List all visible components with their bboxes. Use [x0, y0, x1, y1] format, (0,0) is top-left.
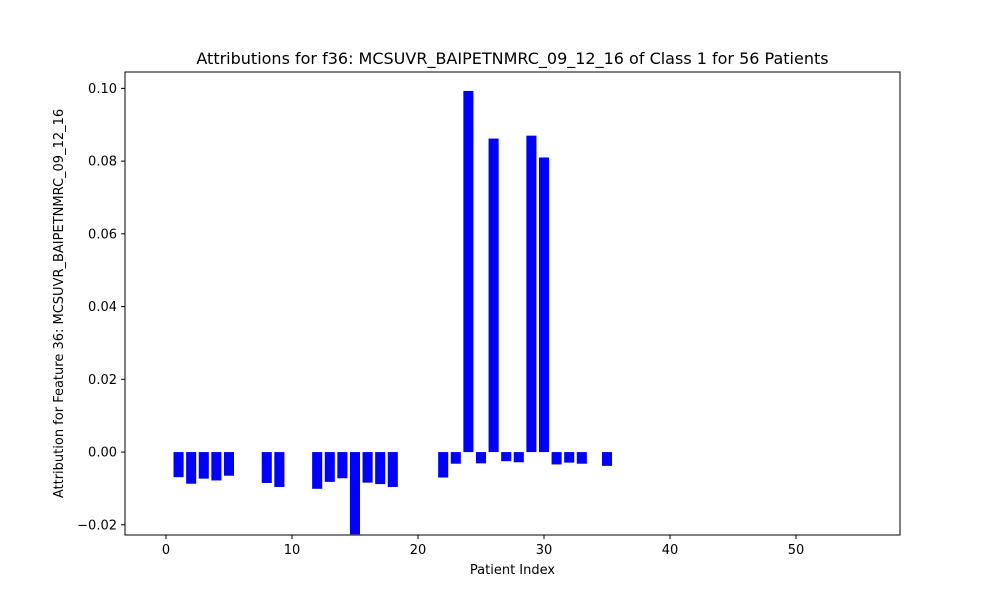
plot-frame	[124, 71, 901, 536]
x-tick-label: 10	[284, 543, 301, 558]
bar	[387, 452, 398, 487]
y-axis: −0.02 0.00 0.02 0.04 0.06 0.08 0.10	[77, 82, 125, 533]
y-tick-label: 0.08	[88, 155, 117, 170]
bar	[198, 452, 209, 479]
bar	[375, 452, 386, 485]
x-tick-label: 30	[536, 543, 553, 558]
bar	[513, 452, 524, 463]
bar	[173, 452, 184, 478]
bar	[261, 452, 272, 483]
bar	[186, 452, 197, 484]
y-axis-title: Attribution for Feature 36: MCSUVR_BAIPE…	[52, 109, 67, 498]
bar	[349, 452, 361, 535]
x-tick-label: 20	[410, 543, 427, 558]
x-tick-label: 40	[662, 543, 679, 558]
y-tick-label: 0.06	[88, 227, 117, 242]
bar	[450, 452, 461, 464]
bar	[274, 452, 285, 487]
y-tick-label: 0.02	[88, 373, 117, 388]
bar	[463, 90, 474, 453]
bar	[501, 452, 512, 462]
bar	[551, 452, 562, 465]
y-tick-label: 0.04	[88, 300, 117, 315]
y-tick-label: 0.10	[88, 82, 117, 97]
bars-group	[173, 90, 613, 535]
bar	[337, 452, 348, 479]
x-axis-title: Patient Index	[470, 563, 555, 578]
x-tick-label: 0	[162, 543, 170, 558]
y-tick-label: 0.00	[88, 446, 117, 461]
bar	[312, 452, 323, 489]
bar	[324, 452, 335, 482]
bar	[564, 452, 575, 463]
bar	[362, 452, 373, 483]
bar	[438, 452, 449, 478]
chart-title: Attributions for f36: MCSUVR_BAIPETNMRC_…	[196, 49, 828, 69]
bar	[475, 452, 487, 464]
x-axis: 0 10 20 30 40 50	[162, 535, 804, 558]
bar	[223, 452, 235, 476]
bar	[488, 138, 499, 453]
bar	[211, 452, 222, 481]
x-tick-label: 50	[788, 543, 805, 558]
bar	[601, 452, 613, 466]
bar	[526, 135, 537, 453]
bar	[538, 157, 550, 453]
bar	[576, 452, 587, 464]
y-tick-label: −0.02	[77, 518, 117, 533]
